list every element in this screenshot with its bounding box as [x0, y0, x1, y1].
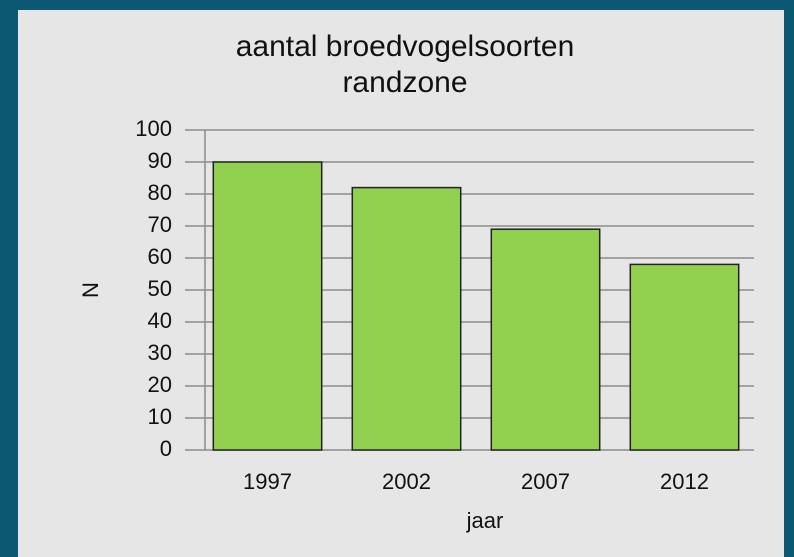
- y-tick-label: 80: [148, 180, 172, 205]
- y-tick-label: 20: [148, 372, 172, 397]
- y-tick-label: 0: [160, 436, 172, 461]
- bar: [629, 263, 740, 451]
- chart-title: randzone: [342, 66, 467, 99]
- y-tick-label: 50: [148, 276, 172, 301]
- bar: [212, 161, 323, 451]
- y-axis-label: N: [78, 282, 103, 298]
- chart-title: aantal broedvogelsoorten: [236, 30, 575, 63]
- x-tick-label: 1997: [243, 469, 292, 494]
- y-tick-label: 40: [148, 308, 172, 333]
- y-tick-label: 30: [148, 340, 172, 365]
- y-tick-label: 90: [148, 148, 172, 173]
- y-tick-label: 60: [148, 244, 172, 269]
- x-axis-label: jaar: [466, 508, 504, 533]
- bar: [351, 186, 462, 451]
- y-tick-label: 70: [148, 212, 172, 237]
- y-tick-label: 10: [148, 404, 172, 429]
- x-tick-label: 2002: [382, 469, 431, 494]
- x-tick-label: 2007: [521, 469, 570, 494]
- bar: [490, 228, 601, 451]
- x-tick-label: 2012: [660, 469, 709, 494]
- y-tick-label: 100: [135, 116, 172, 141]
